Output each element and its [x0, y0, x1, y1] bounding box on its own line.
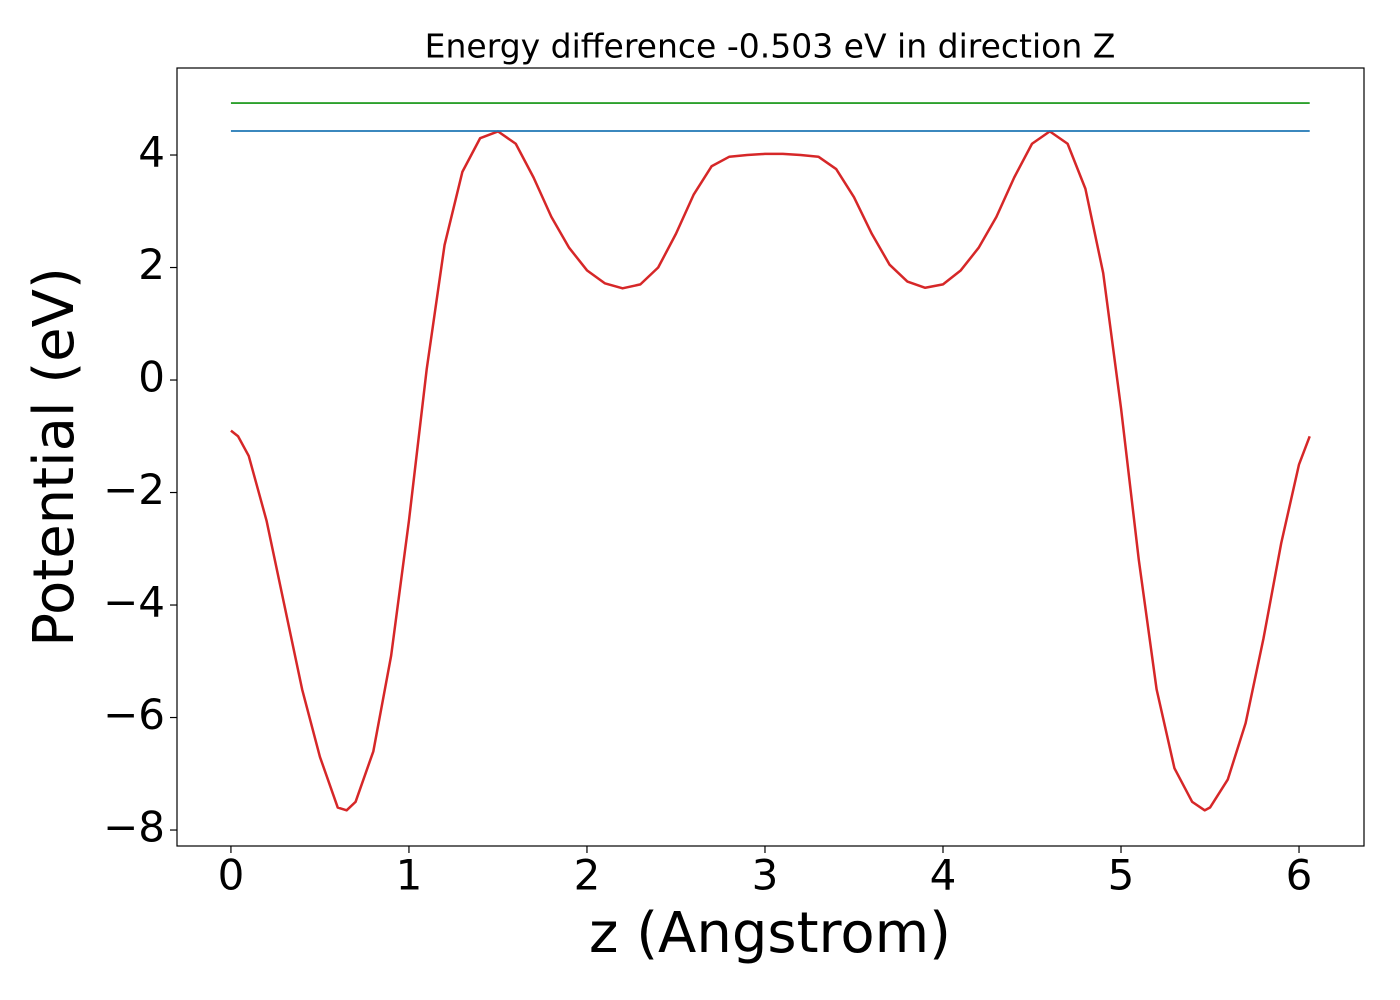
y-tick-label: −2 — [103, 465, 165, 514]
y-tick-label: −6 — [103, 690, 165, 739]
y-tick-label: 2 — [138, 240, 165, 289]
x-tick-label: 2 — [574, 851, 601, 900]
x-tick-label: 5 — [1108, 851, 1135, 900]
x-tick-label: 1 — [396, 851, 423, 900]
y-tick-label: −4 — [103, 578, 165, 627]
y-tick-label: 0 — [138, 353, 165, 402]
x-axis-label: z (Angstrom) — [589, 901, 951, 966]
x-tick-label: 4 — [930, 851, 957, 900]
x-tick-label: 6 — [1286, 851, 1313, 900]
y-axis-label: Potential (eV) — [22, 267, 87, 647]
x-tick-label: 3 — [752, 851, 779, 900]
y-tick-label: 4 — [138, 128, 165, 177]
plot-frame — [176, 67, 1365, 847]
y-tick-label: −8 — [103, 803, 165, 852]
series-line — [230, 130, 1311, 812]
x-tick-label: 0 — [218, 851, 245, 900]
chart-title: Energy difference -0.503 eV in direction… — [425, 27, 1116, 66]
